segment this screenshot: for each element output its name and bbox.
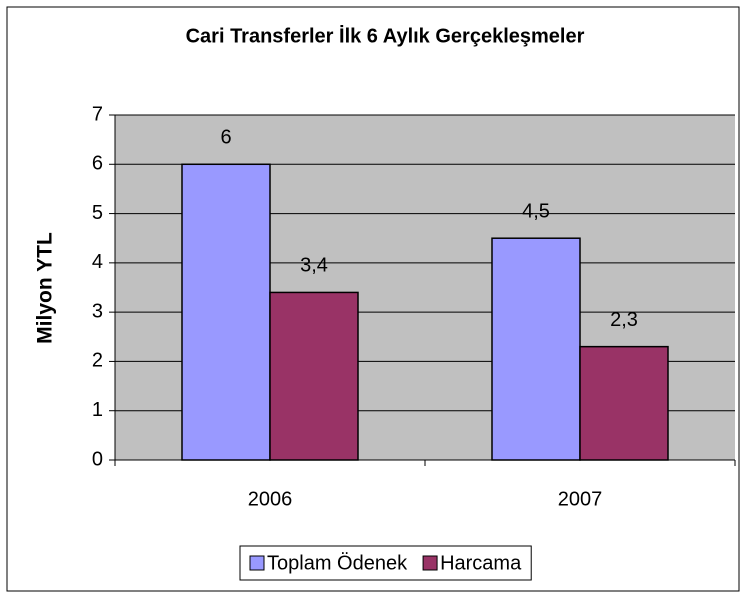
bar: [491, 237, 581, 461]
y-tick-label: 0: [92, 448, 103, 470]
y-tick-label: 5: [92, 202, 103, 224]
x-tick-label: 2007: [558, 488, 603, 510]
x-tick-label: 2006: [248, 488, 293, 510]
value-label: 3,4: [300, 255, 328, 277]
chart-title: Cari Transferler İlk 6 Aylık Gerçekleşme…: [186, 24, 585, 47]
legend-label: Harcama: [440, 552, 522, 574]
legend-box: [239, 545, 532, 581]
value-label: 6: [220, 127, 231, 149]
y-tick-label: 4: [92, 251, 103, 273]
legend-swatch: [249, 555, 265, 571]
y-tick-label: 6: [92, 153, 103, 175]
bar: [181, 163, 271, 461]
y-tick-label: 1: [92, 399, 103, 421]
legend-label: Toplam Ödenek: [267, 552, 408, 574]
legend-swatch: [422, 555, 438, 571]
y-tick-label: 7: [92, 103, 103, 125]
y-axis-label: Milyon YTL: [34, 232, 57, 344]
value-label: 4,5: [522, 200, 550, 222]
y-tick-label: 3: [92, 300, 103, 322]
bar: [579, 345, 669, 461]
value-label: 2,3: [610, 309, 638, 331]
y-tick-label: 2: [92, 350, 103, 372]
bar: [269, 291, 359, 461]
